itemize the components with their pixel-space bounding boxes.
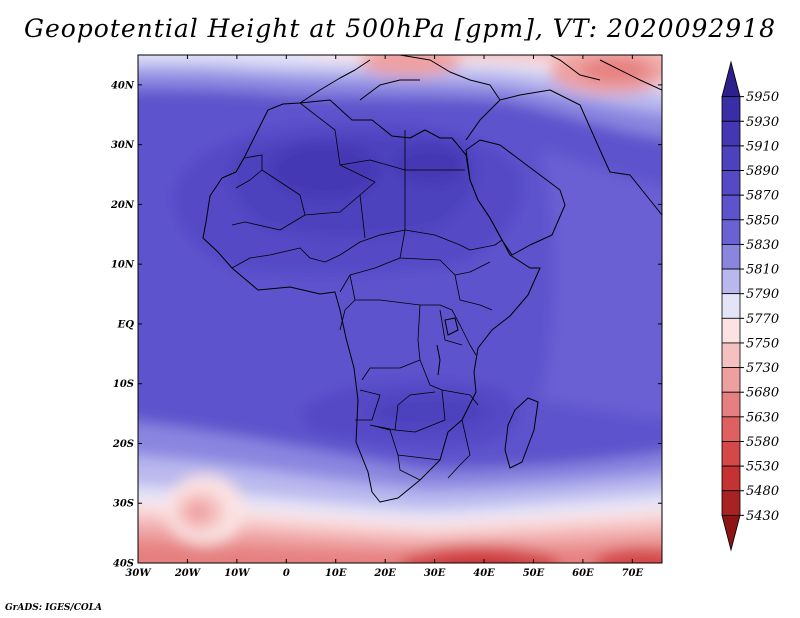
colorbar-label: 5810 (746, 263, 779, 278)
lon-tick-label: 20W (174, 568, 202, 579)
field-north-trough-core (360, 55, 460, 76)
colorbar-swatch (721, 268, 741, 295)
colorbar-label: 5790 (746, 287, 779, 302)
colorbar-swatch (721, 120, 741, 147)
colorbar-swatch (721, 317, 741, 344)
colorbar: 5950 5930 5910 5890 5870 5850 5830 5810 5790 5770… (721, 60, 779, 552)
lon-tick-label: 70E (622, 568, 644, 579)
colorbar-label: 5850 (746, 213, 779, 228)
colorbar-label: 5830 (746, 238, 779, 253)
colorbar-swatch (721, 170, 741, 196)
colorbar-swatch (721, 293, 741, 319)
colorbar-label: 5480 (746, 484, 779, 499)
colorbar-label: 5430 (746, 509, 779, 524)
lake-victoria (444, 317, 459, 336)
lon-tick-label: 50E (523, 568, 545, 579)
lat-tick-label: 20N (110, 200, 135, 211)
field-south-trough-core (595, 547, 662, 563)
colorbar-label: 5870 (746, 189, 779, 204)
madagascar-coastline (504, 397, 539, 469)
credit-label: GrADS: IGES/COLA (5, 603, 103, 613)
lon-tick-label: 0 (283, 568, 290, 579)
height-field (138, 55, 662, 563)
lat-tick-label: 30N (111, 140, 135, 151)
colorbar-swatch (721, 441, 741, 467)
colorbar-arrow-top (721, 60, 741, 98)
colorbar-swatch (721, 465, 741, 492)
africa-coastline (202, 99, 541, 503)
lon-tick-label: 20E (373, 568, 396, 579)
plot-frame (137, 54, 663, 564)
colorbar-label: 5950 (746, 90, 779, 105)
lon-tick-label: 10E (325, 568, 347, 579)
lon-tick-label: 10W (224, 568, 251, 579)
colorbar-label: 5750 (746, 336, 779, 351)
field-south-trough-core (400, 545, 560, 563)
colorbar-swatch (721, 244, 741, 270)
map-title: Geopotential Height at 500hPa [gpm], VT:… (23, 14, 777, 43)
field-saharan-high-core (395, 145, 465, 185)
arabian-peninsula-coastline (465, 139, 566, 256)
lake-tanganyika (436, 344, 441, 376)
colorbar-swatch (721, 219, 741, 245)
field-south-atlantic-low (186, 502, 210, 522)
field-saharan-high-core (270, 142, 380, 198)
lat-tick-label: 10N (111, 260, 135, 271)
lon-tick-label: 30E (424, 568, 446, 579)
colorbar-label: 5910 (746, 139, 779, 154)
lon-tick-label: 60E (572, 568, 594, 579)
colorbar-label: 5890 (746, 164, 779, 179)
colorbar-swatch (721, 490, 741, 516)
coastlines-and-borders (202, 55, 662, 503)
lat-tick-label: 40N (111, 80, 135, 91)
lat-tick-label: 20S (112, 439, 134, 450)
colorbar-swatch (721, 96, 741, 122)
colorbar-label: 5530 (746, 460, 779, 475)
colorbar-label: 5930 (746, 115, 779, 130)
field-north-trough-core (580, 58, 650, 82)
lat-tick-label: 10S (113, 379, 134, 390)
field-east-gradient (540, 150, 662, 419)
colorbar-swatch (721, 416, 741, 442)
colorbar-swatch (721, 391, 741, 418)
colorbar-label: 5580 (746, 435, 779, 450)
lon-tick-label: 40E (473, 568, 495, 579)
colorbar-label: 5770 (746, 312, 779, 327)
colorbar-label: 5630 (746, 410, 779, 425)
colorbar-swatch (721, 342, 741, 368)
colorbar-swatch (721, 194, 741, 221)
colorbar-swatch (721, 145, 741, 171)
colorbar-swatch (721, 367, 741, 393)
lat-tick-label: 40S (113, 559, 134, 570)
colorbar-label: 5730 (746, 361, 779, 376)
lat-tick-label: 30S (113, 499, 134, 510)
lon-tick-label: 30W (125, 568, 152, 579)
lat-tick-label: EQ (117, 319, 135, 330)
colorbar-label: 5680 (746, 386, 779, 401)
field-south-trough-core (450, 560, 510, 563)
middle-east-and-europe-outline (299, 55, 662, 216)
colorbar-arrow-bottom (721, 514, 741, 552)
country-borders (231, 102, 503, 481)
plot-area (138, 55, 662, 563)
